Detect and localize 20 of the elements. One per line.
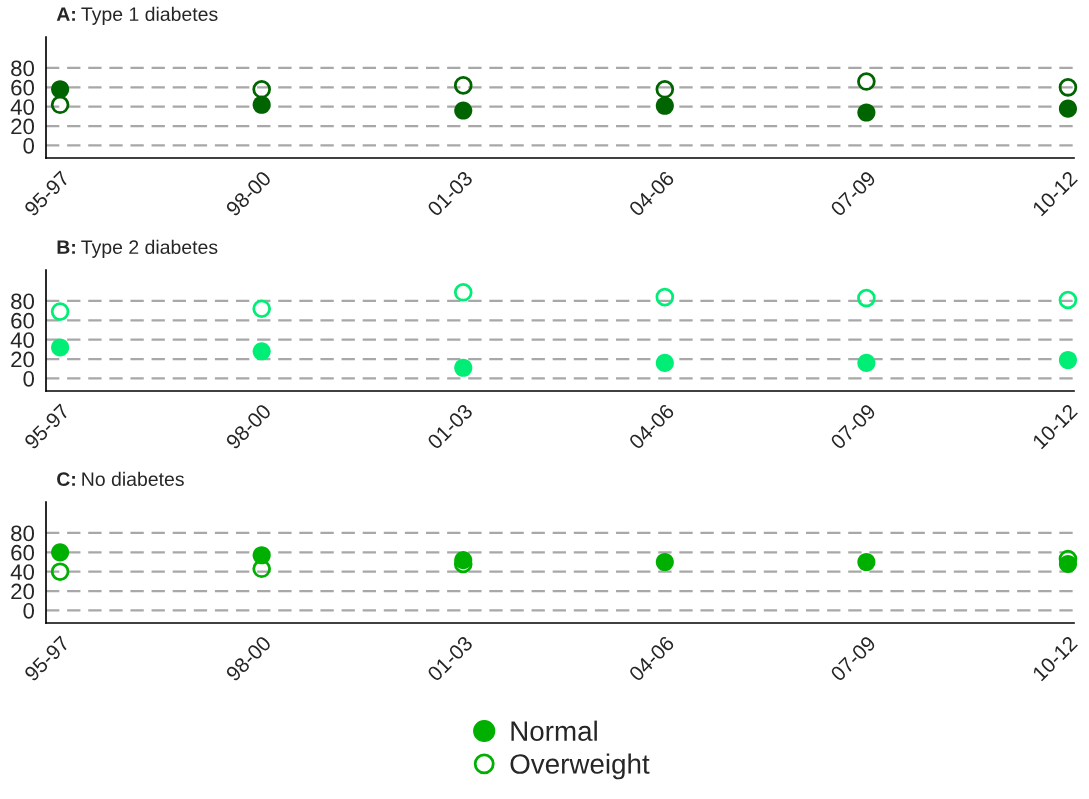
- chart-title: B: Type 2 diabetes: [57, 239, 218, 258]
- y-tick-label: 20: [11, 583, 35, 600]
- y-tick-label: 60: [11, 544, 35, 561]
- y-tick-label: 60: [11, 79, 35, 96]
- y-tick-label: 40: [10, 332, 35, 348]
- y-tick-label: 40: [10, 564, 35, 580]
- y-tick-label: 0: [23, 137, 35, 154]
- y-tick-label: 0: [23, 602, 35, 619]
- y-tick-label: 60: [11, 312, 35, 329]
- chart-title: A: Type 1 diabetes: [56, 6, 218, 25]
- y-tick-label: 0: [23, 370, 35, 387]
- y-tick-label: 20: [11, 118, 35, 135]
- y-tick-label: 80: [11, 60, 35, 77]
- legend-label: Normal: [511, 720, 597, 741]
- y-tick-label: 40: [10, 99, 35, 115]
- legend-label: Overweight: [510, 753, 650, 780]
- y-tick-label: 80: [11, 525, 35, 542]
- y-tick-label: 80: [11, 293, 35, 310]
- y-tick-label: 20: [11, 351, 35, 368]
- chart-title: C: No diabetes: [57, 471, 184, 487]
